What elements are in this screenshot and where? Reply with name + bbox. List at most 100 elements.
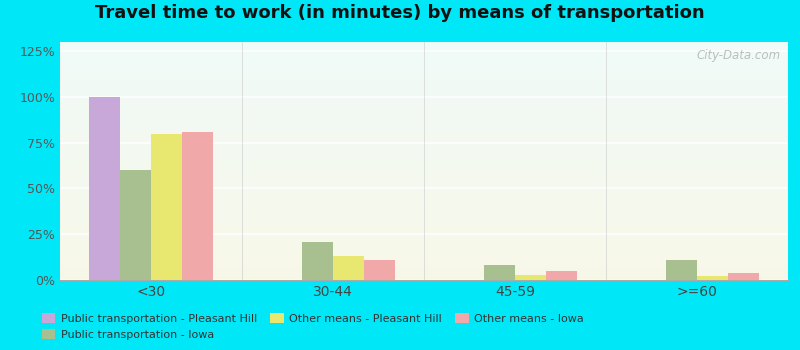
Bar xyxy=(60,122,788,123)
Bar xyxy=(60,131,788,132)
Bar xyxy=(60,49,788,50)
Bar xyxy=(333,256,364,280)
Bar xyxy=(60,141,788,142)
Bar xyxy=(60,163,788,164)
Bar xyxy=(60,150,788,152)
Bar xyxy=(60,262,788,263)
Text: City-Data.com: City-Data.com xyxy=(697,49,781,62)
Bar xyxy=(60,218,788,219)
Bar xyxy=(60,203,788,204)
Bar xyxy=(697,276,728,280)
Bar xyxy=(60,208,788,209)
Bar xyxy=(60,111,788,112)
Bar xyxy=(60,210,788,211)
Bar xyxy=(60,215,788,216)
Bar xyxy=(60,211,788,212)
Bar xyxy=(60,200,788,202)
Bar xyxy=(60,267,788,268)
Bar xyxy=(60,50,788,51)
Bar xyxy=(60,271,788,272)
Bar xyxy=(60,185,788,186)
Bar xyxy=(60,124,788,125)
Bar xyxy=(60,261,788,262)
Bar xyxy=(60,243,788,244)
Bar xyxy=(60,167,788,168)
Bar xyxy=(60,236,788,237)
Bar xyxy=(60,53,788,54)
Bar xyxy=(60,72,788,73)
Bar xyxy=(60,55,788,56)
Bar xyxy=(60,175,788,176)
Bar xyxy=(60,86,788,87)
Bar xyxy=(60,93,788,95)
Bar xyxy=(60,118,788,119)
Bar xyxy=(60,265,788,266)
Bar xyxy=(60,87,788,89)
Bar xyxy=(60,146,788,147)
Bar xyxy=(60,231,788,232)
Bar xyxy=(60,48,788,49)
Bar xyxy=(60,193,788,194)
Bar xyxy=(60,187,788,188)
Bar xyxy=(60,204,788,205)
Bar xyxy=(60,235,788,236)
Bar xyxy=(60,105,788,106)
Bar xyxy=(60,137,788,138)
Bar xyxy=(60,191,788,192)
Bar xyxy=(60,230,788,231)
Bar xyxy=(60,229,788,230)
Bar xyxy=(60,184,788,185)
Bar xyxy=(60,66,788,67)
Bar xyxy=(60,75,788,77)
Bar xyxy=(60,81,788,83)
Bar xyxy=(60,104,788,105)
Bar xyxy=(60,152,788,153)
Bar xyxy=(60,172,788,173)
Bar xyxy=(60,83,788,84)
Bar xyxy=(60,269,788,271)
Bar xyxy=(60,190,788,191)
Bar xyxy=(60,102,788,103)
Bar xyxy=(60,222,788,223)
Bar xyxy=(302,241,333,280)
Bar xyxy=(60,69,788,71)
Bar xyxy=(60,275,788,276)
Bar xyxy=(666,260,697,280)
Bar xyxy=(60,224,788,225)
Bar xyxy=(60,233,788,235)
Bar xyxy=(728,273,759,280)
Bar xyxy=(60,197,788,198)
Bar xyxy=(60,217,788,218)
Bar xyxy=(60,239,788,241)
Bar xyxy=(60,51,788,53)
Bar xyxy=(60,103,788,104)
Bar xyxy=(60,169,788,170)
Bar xyxy=(60,247,788,248)
Bar xyxy=(60,62,788,63)
Bar xyxy=(60,178,788,179)
Bar xyxy=(60,91,788,92)
Bar xyxy=(60,188,788,190)
Bar xyxy=(60,112,788,113)
Bar xyxy=(60,194,788,196)
Bar xyxy=(60,168,788,169)
Bar xyxy=(60,248,788,249)
Bar xyxy=(60,120,788,122)
Bar xyxy=(60,73,788,74)
Bar xyxy=(60,43,788,44)
Bar xyxy=(60,266,788,267)
Bar xyxy=(60,158,788,159)
Bar xyxy=(60,134,788,135)
Bar xyxy=(60,98,788,99)
Bar xyxy=(60,237,788,238)
Bar xyxy=(60,255,788,256)
Bar xyxy=(60,166,788,167)
Bar xyxy=(182,132,213,280)
Bar xyxy=(60,153,788,154)
Bar xyxy=(60,126,788,128)
Bar xyxy=(60,209,788,210)
Bar xyxy=(60,223,788,224)
Bar xyxy=(60,179,788,180)
Bar xyxy=(546,271,577,280)
Bar xyxy=(515,274,546,280)
